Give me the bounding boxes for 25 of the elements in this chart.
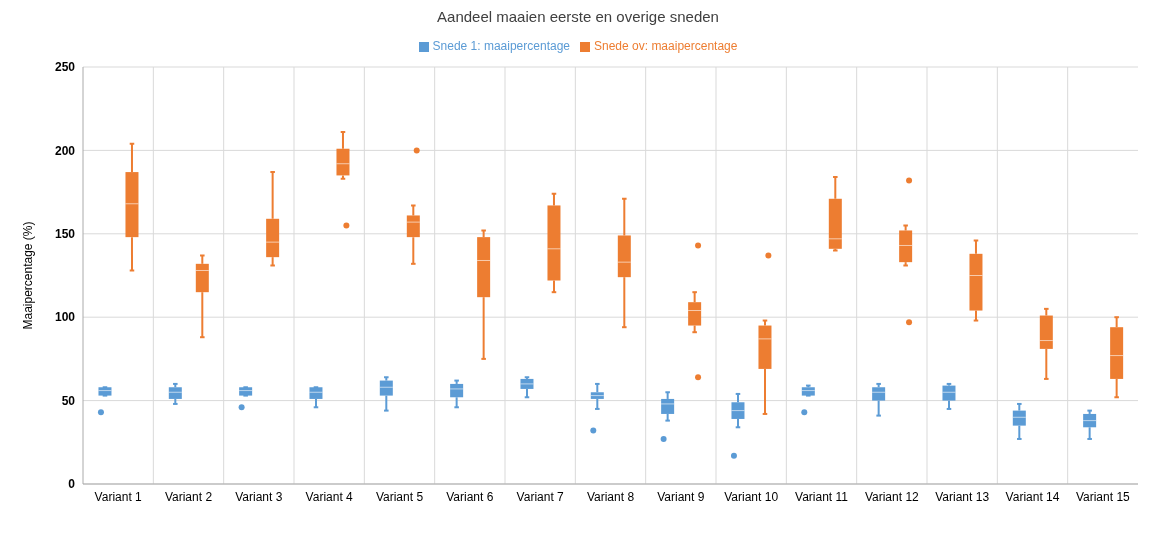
legend-label: Snede 1: maaipercentage — [432, 39, 570, 53]
x-tick-label: Variant 3 — [235, 489, 283, 504]
x-tick-label: Variant 9 — [657, 489, 705, 504]
x-tick-label: Variant 15 — [1075, 489, 1131, 504]
y-tick-label: 200 — [54, 143, 76, 158]
x-tick-label: Variant 12 — [864, 489, 920, 504]
x-tick-label: Variant 13 — [935, 489, 990, 504]
y-tick-label: 50 — [61, 393, 76, 408]
x-tick-label: Variant 8 — [586, 489, 635, 504]
y-tick-label: 150 — [54, 227, 76, 242]
x-tick-label: Variant 11 — [795, 489, 849, 504]
x-tick-label: Variant 2 — [164, 489, 213, 504]
y-tick-label: 250 — [54, 60, 76, 75]
x-tick-label: Variant 10 — [724, 489, 779, 504]
x-tick-label: Variant 6 — [446, 489, 494, 504]
x-tick-label: Variant 1 — [94, 489, 143, 504]
x-tick-label: Variant 7 — [516, 489, 565, 504]
y-axis-title: Maaipercentage (%) — [21, 221, 36, 330]
y-tick-label: 0 — [68, 477, 76, 492]
y-tick-label: 100 — [54, 310, 76, 325]
chart-title: Aandeel maaien eerste en overige sneden — [436, 8, 720, 25]
x-tick-label: Variant 14 — [1005, 489, 1060, 504]
x-tick-label: Variant 4 — [305, 489, 354, 504]
legend-label: Snede ov: maaipercentage — [594, 39, 738, 53]
x-tick-label: Variant 5 — [375, 489, 424, 504]
